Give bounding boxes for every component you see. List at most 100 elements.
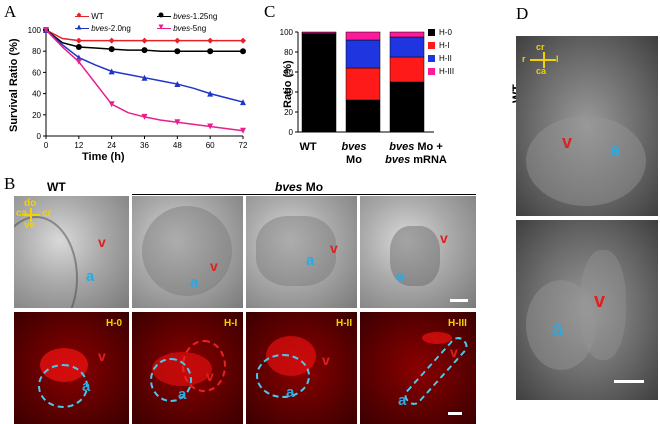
c-y-tick-label: 60 (284, 68, 293, 77)
d-wt-a-label: a (610, 140, 621, 160)
c-cat-mo-italic: bves (341, 141, 367, 153)
y-tick-label: 20 (32, 111, 41, 120)
d-scale-bar (614, 380, 644, 383)
data-point (174, 119, 181, 126)
data-point (141, 47, 148, 54)
b-compass-cr: cr (42, 208, 52, 219)
c-y-tick-label: 100 (280, 28, 294, 37)
b-h2-label: H-II (336, 318, 353, 329)
data-point (75, 58, 82, 65)
d-mo-v-label: v (594, 290, 606, 312)
data-point (207, 90, 214, 97)
data-point (141, 113, 148, 120)
b-h2-atrium-outline (256, 354, 310, 398)
b-mo-header: bves Mo (275, 180, 323, 194)
b-h2-fluor: H-II v a (246, 312, 357, 424)
bar-segment-1-2 (345, 39, 381, 69)
c-legend-label: H-II (439, 54, 452, 63)
c-y-tick-label: 80 (284, 48, 293, 57)
y-tick-label: 80 (32, 47, 41, 56)
d-mo-image: v a (516, 220, 658, 400)
b-top-scale-bar (450, 299, 468, 302)
legend-bves-125: bves-1.25ng (157, 12, 267, 21)
b-mo-italic: bves (275, 180, 303, 194)
x-tick-label: 72 (239, 141, 248, 150)
c-legend-label: H-III (439, 67, 454, 76)
x-axis-title: Time (h) (82, 151, 125, 163)
legend-wt: WT (75, 12, 165, 21)
b-wt-brightfield: do ca cr ve v a (14, 196, 129, 308)
c-legend-label: H-0 (439, 28, 452, 37)
data-point (207, 48, 214, 55)
legend-marker (76, 24, 82, 30)
c-cat-rescue: bves Mo + bves mRNA (374, 141, 458, 167)
legend-wt-label: WT (91, 12, 104, 21)
b-bottom-scale-bar (448, 412, 462, 415)
y-tick-label: 40 (32, 90, 41, 99)
data-point (174, 48, 181, 55)
b-h2-v-label: v (322, 352, 330, 368)
b-compass-do: do (24, 198, 37, 209)
b-h1-ventricle-outline (182, 340, 226, 392)
survival-line-chart: Survival Ratio (%) Time (h) 0 20 40 60 80 100… (8, 12, 248, 163)
c-y-axis-title: Ratio (%) (282, 60, 294, 108)
b-h3-atrium-outline (401, 333, 471, 409)
b-h3-heart (390, 226, 440, 286)
b-compass-ca: ca (16, 208, 28, 219)
ratio-stacked-bar-chart: Ratio (%) 0 20 40 60 80 100 H-0 H-I H-II H-III (280, 28, 454, 137)
bar-segment-0-0 (301, 33, 337, 133)
panel-label-a: A (4, 2, 17, 21)
c-legend-swatch (428, 55, 435, 62)
data-point (240, 48, 246, 55)
y-tick-label: 0 (37, 132, 42, 141)
b-h1-a-label: a (178, 386, 187, 403)
data-point (174, 37, 181, 44)
x-tick-label: 60 (206, 141, 215, 150)
b-h1-a-label: a (190, 274, 199, 291)
legend-bves-20-rest: -2.0ng (108, 24, 131, 33)
d-compass-hline (530, 59, 556, 61)
bar-segment-2-3 (389, 31, 425, 38)
b-h3-heart-signal (422, 332, 452, 344)
b-h2-a-label: a (306, 252, 315, 269)
legend-bves-5-rest: -5ng (190, 24, 207, 33)
b-mo-rest: Mo (302, 180, 324, 194)
c-cat-rescue-l1-rest: Mo + (414, 141, 443, 153)
b-wt-header: WT (47, 180, 66, 194)
c-cat-rescue-l2-italic: bves (385, 154, 411, 166)
b-h3-brightfield: v a (360, 196, 476, 308)
c-cat-mo-rest: Mo (346, 154, 362, 166)
legend-bves-5: bves-5ng (157, 24, 267, 33)
b-h0-v-label: v (98, 348, 106, 364)
data-point (108, 37, 115, 44)
b-compass-hline (24, 214, 40, 216)
panel-label-d: D (516, 4, 529, 23)
data-point (75, 43, 82, 50)
c-y-tick-label: 40 (284, 88, 293, 97)
data-point (174, 81, 181, 88)
legend-marker (76, 12, 82, 18)
b-h3-a-label: a (398, 392, 407, 409)
x-tick-label: 48 (173, 141, 182, 150)
c-cat-mo: bves Mo (334, 141, 374, 167)
data-point (108, 46, 115, 53)
d-wt-image: cr r l ca v a (516, 36, 658, 216)
x-tick-label: 12 (74, 141, 83, 150)
b-h3-v-label: v (450, 344, 458, 360)
d-compass-r: r (522, 54, 526, 64)
b-h0-a-label: a (82, 378, 91, 395)
legend-bves-125-rest: -1.25ng (190, 12, 218, 21)
data-point (108, 101, 115, 108)
b-h0-atrium-outline (38, 364, 88, 408)
data-point (240, 37, 246, 44)
b-h1-heart (142, 206, 232, 296)
b-h1-fluor: H-I v a (132, 312, 243, 424)
y-tick-label: 60 (32, 68, 41, 77)
b-h1-v-label: v (206, 368, 214, 384)
c-cat-wt: WT (299, 141, 317, 153)
c-legend-swatch (428, 42, 435, 49)
b-wt-a-label: a (86, 268, 95, 285)
b-h2-heart (256, 216, 336, 286)
b-h1-brightfield: v a (132, 196, 243, 308)
b-h1-label: H-I (224, 318, 238, 329)
